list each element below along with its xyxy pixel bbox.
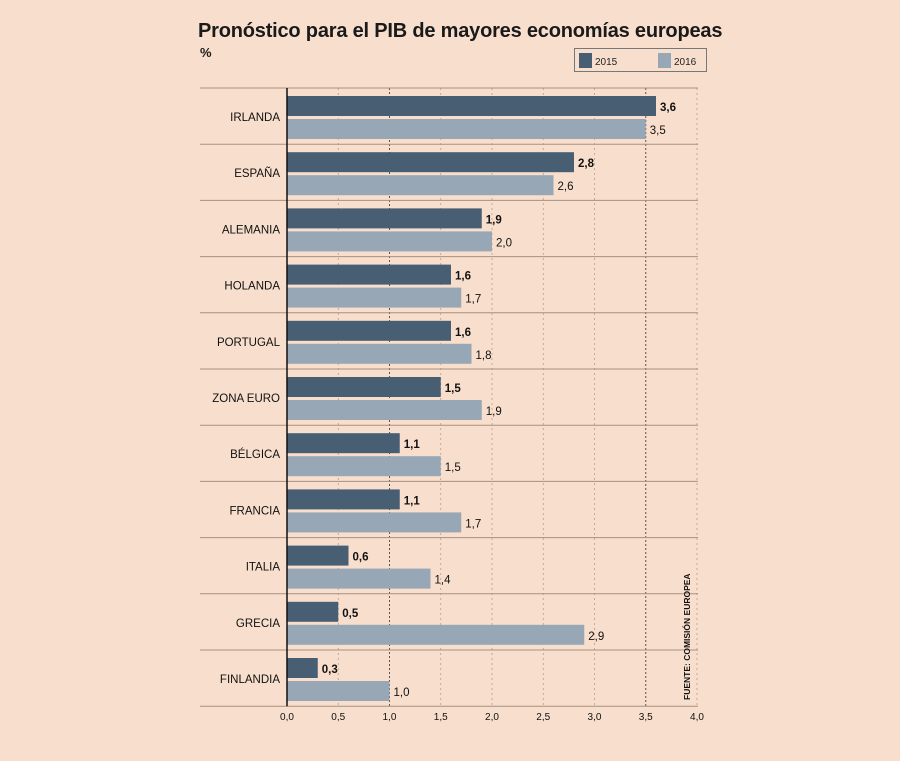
category-label-10: FINLANDIA <box>220 674 280 686</box>
bar-2016-7 <box>287 512 462 533</box>
bar-2016-8 <box>287 568 431 589</box>
x-tick-label-3: 1,5 <box>434 712 448 723</box>
bar-2016-2 <box>287 231 492 252</box>
data-label-2016-10: 1,0 <box>394 687 410 699</box>
x-tick-label-8: 4,0 <box>690 712 704 723</box>
bar-2015-8 <box>287 545 349 566</box>
category-label-0: IRLANDA <box>230 112 280 124</box>
x-tick-label-7: 3,5 <box>639 712 653 723</box>
legend-item-2016: 2016 <box>658 53 696 68</box>
data-label-2016-0: 3,5 <box>650 125 666 137</box>
data-label-2016-2: 2,0 <box>496 237 512 249</box>
data-label-2015-8: 0,6 <box>353 552 369 564</box>
bar-2015-5 <box>287 377 441 397</box>
category-label-4: PORTUGAL <box>217 337 281 349</box>
bar-2015-10 <box>287 658 318 678</box>
category-label-5: ZONA EURO <box>212 393 280 405</box>
category-label-3: HOLANDA <box>224 281 280 293</box>
bar-2015-1 <box>287 152 574 173</box>
data-label-2015-9: 0,5 <box>342 608 359 620</box>
data-label-2015-5: 1,5 <box>445 383 462 395</box>
x-tick-label-6: 3,0 <box>588 712 602 723</box>
data-label-2016-8: 1,4 <box>435 575 452 587</box>
data-label-2016-7: 1,7 <box>465 518 481 530</box>
legend: 2015 2016 <box>574 48 707 72</box>
category-label-8: ITALIA <box>246 562 281 574</box>
legend-item-2015: 2015 <box>579 53 617 68</box>
bar-2015-3 <box>287 264 451 285</box>
bar-2016-3 <box>287 287 462 308</box>
data-label-2015-4: 1,6 <box>455 327 471 339</box>
category-label-9: GRECIA <box>236 618 280 630</box>
x-tick-label-0: 0,0 <box>280 712 294 723</box>
x-tick-label-5: 2,5 <box>536 712 550 723</box>
bar-2015-6 <box>287 433 400 454</box>
data-label-2015-2: 1,9 <box>486 214 502 226</box>
category-label-6: BÉLGICA <box>230 448 280 461</box>
data-label-2016-9: 2,9 <box>588 631 604 643</box>
legend-swatch-2015 <box>579 53 592 68</box>
legend-label-2016: 2016 <box>674 57 697 68</box>
data-label-2015-3: 1,6 <box>455 271 471 283</box>
chart-unit: % <box>200 45 212 60</box>
data-label-2016-5: 1,9 <box>486 406 502 418</box>
bar-2015-0 <box>287 96 656 116</box>
category-label-1: ESPAÑA <box>234 167 280 180</box>
bar-2015-4 <box>287 320 451 341</box>
data-label-2016-3: 1,7 <box>465 294 481 306</box>
data-label-2015-1: 2,8 <box>578 158 595 170</box>
data-label-2015-10: 0,3 <box>322 664 338 676</box>
bar-2015-7 <box>287 489 400 510</box>
data-label-2015-6: 1,1 <box>404 439 421 451</box>
category-label-7: FRANCIA <box>230 505 281 517</box>
source-label: FUENTE: COMISIÓN EUROPEA <box>681 573 692 700</box>
data-label-2015-0: 3,6 <box>660 102 676 114</box>
data-label-2016-6: 1,5 <box>445 462 461 474</box>
bar-2015-9 <box>287 601 339 622</box>
x-tick-label-1: 0,5 <box>331 712 345 723</box>
x-tick-label-2: 1,0 <box>383 712 397 723</box>
bar-2016-6 <box>287 456 441 477</box>
data-label-2015-7: 1,1 <box>404 495 421 507</box>
x-tick-label-4: 2,0 <box>485 712 499 723</box>
data-label-2016-1: 2,6 <box>558 181 574 193</box>
bar-2016-4 <box>287 343 472 364</box>
bar-2016-0 <box>287 119 646 139</box>
bar-2015-2 <box>287 208 482 229</box>
legend-swatch-2016 <box>658 53 671 68</box>
bar-2016-10 <box>287 681 390 701</box>
bar-2016-5 <box>287 400 482 420</box>
bar-2016-9 <box>287 624 585 645</box>
category-label-2: ALEMANIA <box>222 224 280 236</box>
bar-2016-1 <box>287 175 554 196</box>
legend-label-2015: 2015 <box>595 57 618 68</box>
data-label-2016-4: 1,8 <box>476 350 492 362</box>
chart-title: Pronóstico para el PIB de mayores econom… <box>198 20 723 42</box>
